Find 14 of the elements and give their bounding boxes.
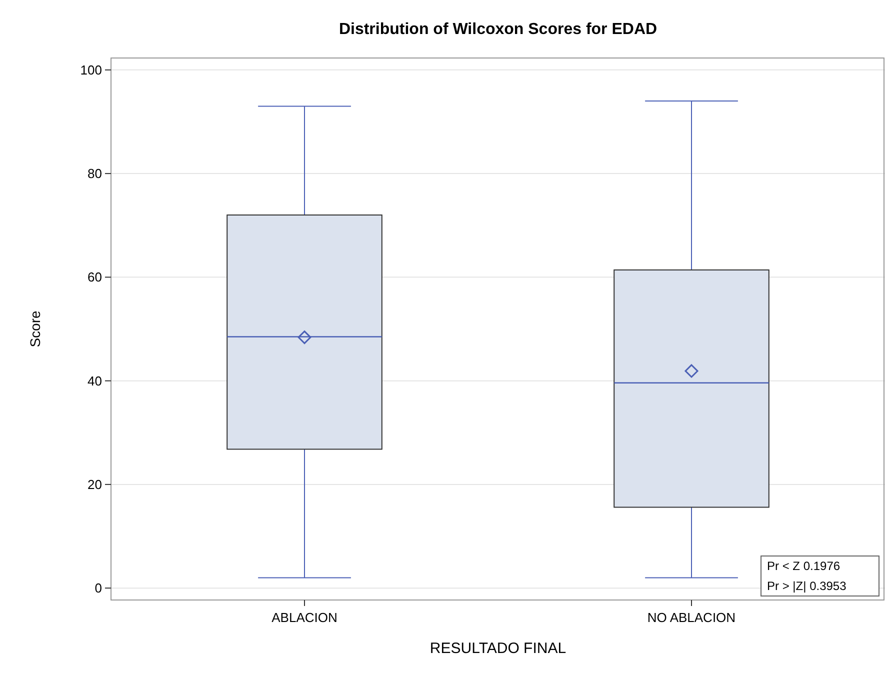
x-tick-label: NO ABLACION (647, 610, 736, 625)
statistics-inset: Pr < Z 0.1976 Pr > |Z| 0.3953 (760, 556, 880, 596)
annotation: Pr < Z 0.1976 (767, 559, 840, 573)
y-tick-label: 0 (94, 580, 102, 596)
x-tick-label: ABLACION (272, 610, 338, 625)
y-axis-title: Score (27, 310, 43, 348)
y-tick-label: 40 (88, 373, 102, 388)
annotation: Pr > |Z| 0.3953 (767, 579, 847, 593)
y-tick-label: 20 (88, 477, 102, 492)
y-tick-label: 60 (88, 270, 102, 285)
chart-title: Distribution of Wilcoxon Scores for EDAD (338, 21, 658, 38)
x-axis-title: RESULTADO FINAL (430, 640, 566, 657)
y-tick-label: 100 (80, 62, 102, 78)
y-tick-label: 80 (88, 166, 102, 182)
